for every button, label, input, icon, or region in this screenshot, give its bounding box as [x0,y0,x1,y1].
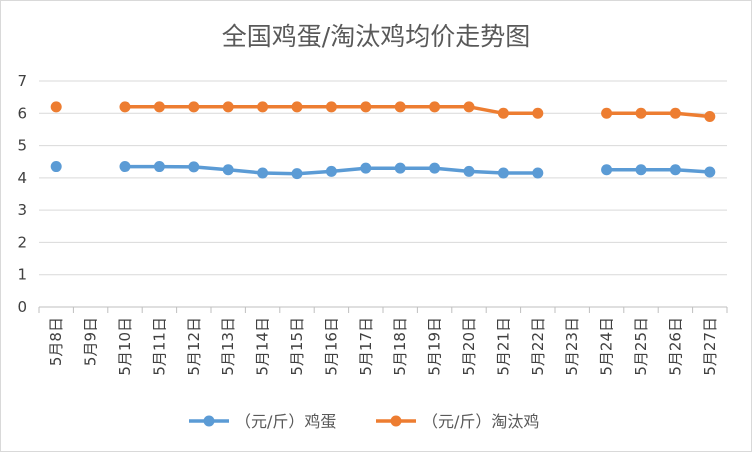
data-point [360,162,372,174]
x-tick-label: 5月25日 [632,317,650,376]
x-axis: 5月8日 5月9日 5月10日 5月11日 5月12日 5月13日 5月14日 5月15日 5月… [38,306,728,376]
y-axis: 0 1 2 3 4 5 6 7 [17,72,27,316]
y-tick-label: 4 [17,169,27,187]
legend-label: （元/斤）鸡蛋 [235,412,336,431]
y-tick-label: 2 [17,233,27,251]
data-point [325,165,337,177]
data-point [50,101,62,113]
data-point [394,101,406,113]
x-tick-label: 5月13日 [219,317,237,376]
data-point [463,101,475,113]
series-line [125,105,710,119]
y-tick-label: 6 [17,104,27,122]
data-point [429,162,441,174]
legend-item-1: （元/斤）淘汰鸡 [376,412,539,431]
x-tick-label: 5月26日 [666,317,684,376]
series-0 [50,161,716,180]
y-tick-label: 7 [17,72,27,90]
x-tick-label: 5月8日 [47,317,65,366]
y-tick-label: 5 [17,137,27,155]
data-point [635,107,647,119]
data-point [153,161,165,173]
data-point [50,161,62,173]
data-point [497,167,509,179]
x-tick-label: 5月11日 [150,317,168,376]
data-point [463,165,475,177]
series-layer [50,101,716,180]
x-tick-label: 5月17日 [357,317,375,376]
legend-marker [390,415,402,427]
data-point [704,111,716,123]
x-tick-label: 5月22日 [529,317,547,376]
data-point [325,101,337,113]
data-point [119,161,131,173]
data-point [291,101,303,113]
x-tick-label: 5月12日 [185,317,203,376]
data-point [532,167,544,179]
grid-lines [39,80,727,308]
data-point [360,101,372,113]
data-point [601,107,613,119]
x-tick-label: 5月14日 [254,317,272,376]
data-point [222,164,234,176]
y-tick-label: 3 [17,201,27,219]
data-point [188,161,200,173]
x-tick-label: 5月10日 [116,317,134,376]
data-point [669,107,681,119]
x-tick-label: 5月18日 [391,317,409,376]
data-point [257,101,269,113]
series-line [125,164,710,176]
x-tick-label: 5月19日 [426,317,444,376]
data-point [188,101,200,113]
x-tick-label: 5月15日 [288,317,306,376]
data-point [497,107,509,119]
legend: （元/斤）鸡蛋 （元/斤）淘汰鸡 [189,412,539,431]
data-point [257,167,269,179]
data-point [291,168,303,180]
data-point [119,101,131,113]
data-point [669,164,681,176]
y-tick-label: 0 [17,298,27,316]
x-tick-label: 5月21日 [494,317,512,376]
data-point [429,101,441,113]
x-tick-label: 5月9日 [82,317,100,366]
legend-label: （元/斤）淘汰鸡 [422,412,539,431]
x-tick-label: 5月16日 [322,317,340,376]
data-point [704,166,716,178]
x-tick-label: 5月23日 [563,317,581,376]
x-tick-label: 5月27日 [701,317,719,376]
series-1 [50,101,716,123]
data-point [532,107,544,119]
data-point [153,101,165,113]
legend-marker [203,415,215,427]
data-point [635,164,647,176]
chart-title: 全国鸡蛋/淘汰鸡均价走势图 [222,22,530,51]
data-point [394,162,406,174]
x-tick-label: 5月20日 [460,317,478,376]
y-tick-label: 1 [17,266,27,284]
x-tick-label: 5月24日 [598,317,616,376]
legend-item-0: （元/斤）鸡蛋 [189,412,336,431]
data-point [601,164,613,176]
data-point [222,101,234,113]
